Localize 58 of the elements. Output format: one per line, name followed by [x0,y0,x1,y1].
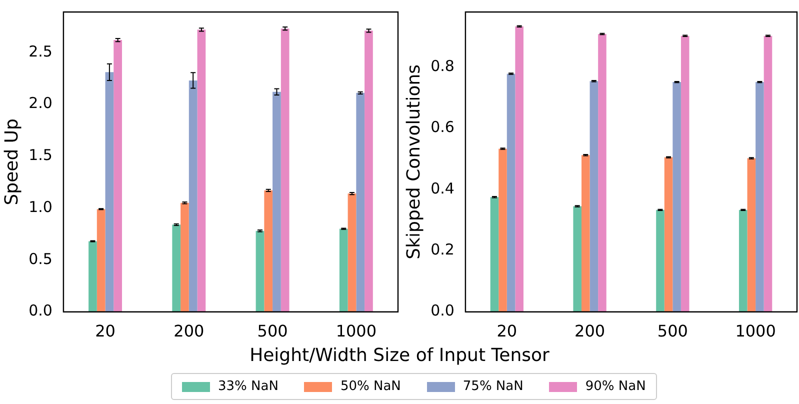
bar [180,202,189,312]
bar [672,82,681,312]
bar [656,210,664,312]
bar [506,74,516,312]
y-tick-label: 0.4 [430,179,454,198]
x-tick-label: 1000 [735,322,776,341]
y-tick-label: 2.0 [28,94,52,112]
bar [364,30,373,312]
x-tick-label: 20 [496,322,518,341]
bar [738,210,748,312]
y-tick-label: 0.8 [430,56,454,75]
bar [680,36,690,312]
y-tick-label: 2.5 [28,42,52,60]
y-tick-label: 0.0 [28,302,52,320]
bar [348,194,356,312]
bar [96,209,106,312]
x-tick-label: 1000 [336,322,377,341]
bar [264,190,273,312]
bar [664,157,673,312]
y-tick-label: 0.0 [430,302,454,320]
bar [280,28,290,312]
bar [256,230,264,312]
x-tick-label: 20 [95,322,116,341]
bar [590,81,598,312]
legend-label: 75% NaN [462,379,524,394]
x-axis-title: Height/Width Size of Input Tensor [248,345,550,366]
y-tick-label: 0.5 [28,250,52,268]
bar [339,228,348,312]
bar [764,36,772,312]
y-tick-label: 0.2 [430,240,454,259]
bar [105,72,114,312]
y-axis-title: Speed Up [1,118,22,206]
x-tick-label: 500 [657,322,688,341]
bar [188,80,198,312]
bar [573,206,582,312]
y-tick-label: 1.0 [28,198,52,216]
bar [756,82,764,312]
bar [172,224,181,312]
x-tick-label: 200 [174,322,204,341]
bar [598,34,606,312]
bar [197,30,206,312]
bar [490,197,499,312]
y-axis-title: Skipped Convolutions [403,64,424,260]
bar [272,92,281,312]
x-tick-label: 500 [257,322,288,341]
legend-label: 90% NaN [585,379,646,394]
bar [747,158,756,312]
bar [515,26,524,312]
y-tick-label: 0.6 [430,118,454,136]
bar [356,92,365,312]
legend-label: 50% NaN [340,379,401,394]
bar [114,40,122,312]
bar [581,155,590,312]
bar [88,241,97,312]
bar [498,148,507,312]
y-tick-label: 1.5 [28,146,52,164]
x-tick-label: 200 [574,322,606,341]
legend-label: 33% NaN [218,379,278,394]
